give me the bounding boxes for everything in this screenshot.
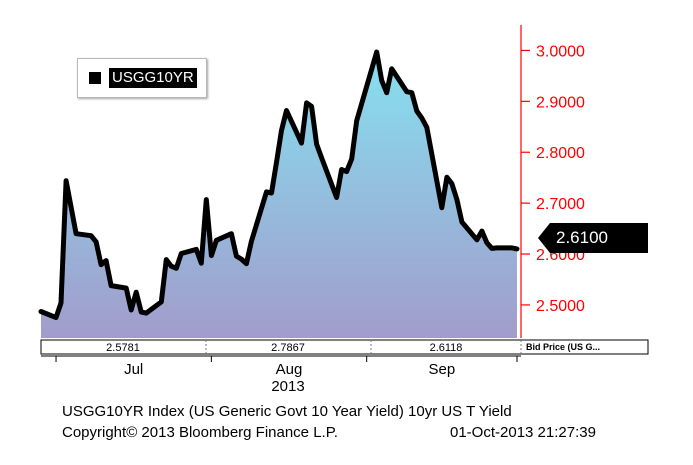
timestamp: 01-Oct-2013 21:27:39 bbox=[450, 424, 596, 441]
current-value-pointer bbox=[538, 223, 550, 253]
copyright-text: Copyright© 2013 Bloomberg Finance L.P. bbox=[62, 424, 338, 441]
x-axis-year-label: 2013 bbox=[271, 378, 304, 395]
legend: USGG10YR bbox=[77, 58, 207, 98]
y-tick-label: 2.8000 bbox=[536, 145, 585, 162]
info-strip-value: 2.7867 bbox=[271, 342, 305, 354]
current-value-marker: 2.6100 bbox=[538, 223, 648, 253]
series-area bbox=[41, 52, 517, 338]
current-value-label: 2.6100 bbox=[550, 223, 648, 253]
info-strip-value: 2.6118 bbox=[430, 342, 463, 354]
series-line bbox=[38, 49, 520, 321]
info-strip-value: 2.5781 bbox=[106, 342, 140, 354]
info-strip bbox=[40, 339, 649, 355]
legend-swatch bbox=[89, 72, 101, 84]
legend-label: USGG10YR bbox=[109, 68, 197, 88]
y-tick-label: 3.0000 bbox=[536, 43, 585, 60]
x-axis-ticks: Jul Aug Sep bbox=[55, 356, 518, 378]
x-tick-label: Aug bbox=[276, 361, 303, 378]
x-tick-label: Sep bbox=[428, 361, 455, 378]
y-tick-label: 2.9000 bbox=[536, 94, 585, 111]
chart-title: USGG10YR Index (US Generic Govt 10 Year … bbox=[62, 403, 512, 420]
x-tick-label: Jul bbox=[124, 361, 143, 378]
y-tick-label: 2.5000 bbox=[536, 298, 585, 315]
y-tick-label: 2.7000 bbox=[536, 196, 585, 213]
info-strip-label: Bid Price (US G... bbox=[526, 342, 600, 352]
